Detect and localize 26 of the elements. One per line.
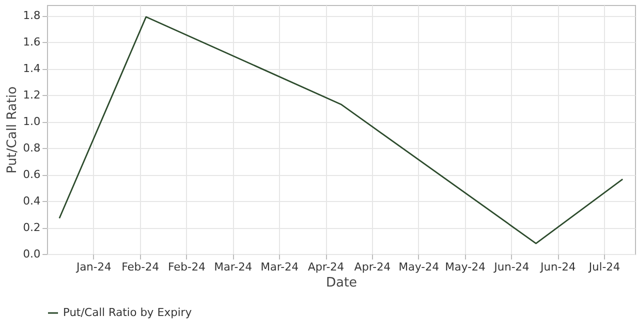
y-axis-title: Put/Call Ratio [5,86,20,174]
x-tick-label: Feb-24 [122,260,160,274]
line-series [58,16,624,244]
x-tick-label: Apr-24 [354,260,391,274]
x-tick-label: Jan-24 [75,260,112,274]
y-tick-label: 0.4 [23,194,40,208]
x-tick-label: Mar-24 [214,260,252,274]
x-tick-label: Mar-24 [260,260,299,274]
y-tick-label: 0.2 [23,221,40,234]
y-tick-label: 1.4 [23,62,40,76]
y-tick-label: 1.6 [23,36,40,49]
y-tick-label: 0.6 [23,168,40,182]
x-tick-label: Feb-24 [168,260,206,274]
y-tick-label: 0.8 [23,142,40,155]
x-tick-label: May-24 [445,260,486,274]
x-tick-label: Jul-24 [588,260,620,274]
x-tick-label: Apr-24 [308,260,344,274]
x-axis-title: Date [326,276,358,290]
x-tick-label: Jun-24 [540,260,576,274]
y-tick-label: 1.8 [23,9,40,22]
y-tick-label: 1.0 [23,115,40,128]
x-tick-label: May-24 [398,260,440,274]
legend-label: Put/Call Ratio by Expiry [63,306,192,319]
x-tick-label: Jun-24 [493,260,530,274]
y-tick-label: 0.0 [23,248,40,260]
y-tick-label: 1.2 [23,88,40,102]
